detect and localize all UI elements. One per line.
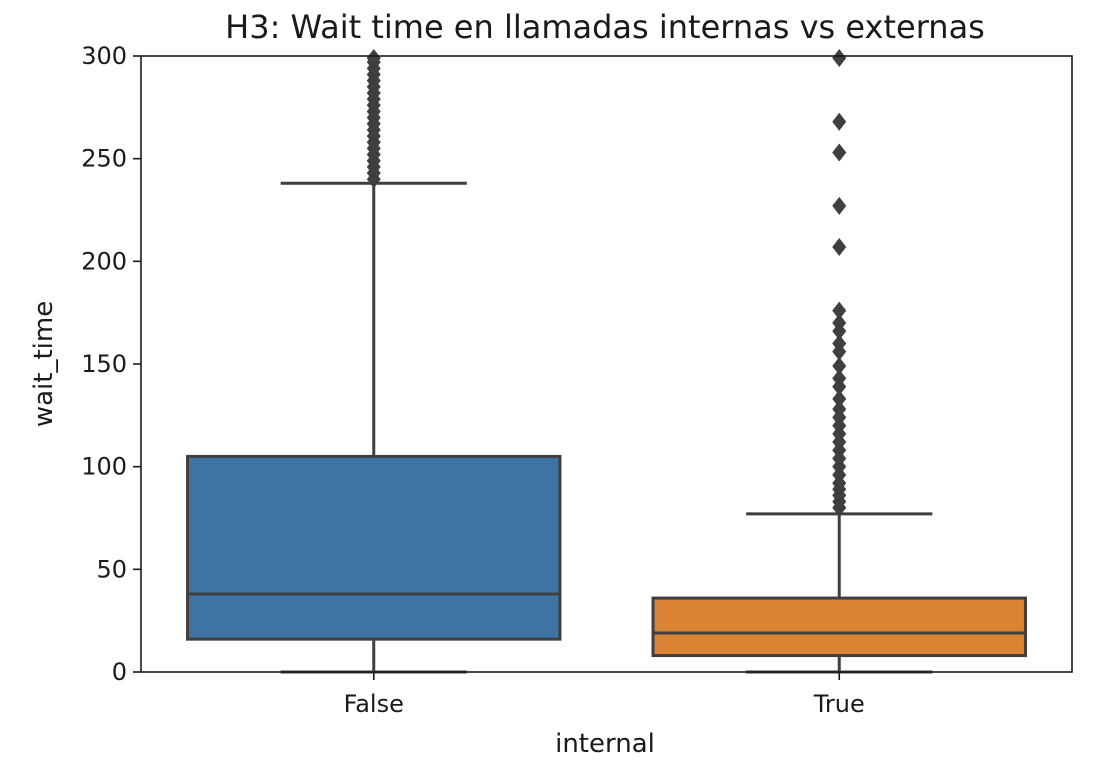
iqr-box [651, 596, 1027, 658]
outlier-point [832, 400, 847, 419]
chart-title: H3: Wait time en llamadas internas vs ex… [225, 8, 985, 46]
x-axis-label: internal [555, 729, 655, 759]
outlier-point [832, 301, 847, 320]
plot-area [186, 49, 1027, 674]
y-tick-label: 150 [81, 350, 127, 378]
outlier-point [832, 369, 847, 388]
outlier-point [832, 112, 847, 131]
outlier-point [832, 357, 847, 376]
x-axis: False True [344, 672, 865, 718]
outlier-point [832, 143, 847, 162]
y-axis: 0 50 100 150 200 250 300 [81, 42, 141, 686]
iqr-box [186, 454, 562, 641]
y-axis-label: wait_time [29, 301, 59, 427]
box-false [186, 49, 562, 674]
y-tick-label: 250 [81, 145, 127, 173]
y-tick-label: 0 [112, 658, 127, 686]
x-tick-label: True [813, 690, 865, 718]
outlier-point [832, 237, 847, 256]
y-tick-label: 50 [96, 555, 127, 583]
outlier-point [366, 49, 381, 68]
outlier-point [832, 334, 847, 353]
box-true [651, 49, 1027, 674]
outlier-point [832, 49, 847, 68]
outlier-point [832, 313, 847, 332]
y-tick-label: 100 [81, 453, 127, 481]
outlier-point [832, 389, 847, 408]
x-tick-label: False [344, 690, 404, 718]
y-tick-label: 300 [81, 42, 127, 70]
y-tick-label: 200 [81, 247, 127, 275]
outlier-point [832, 196, 847, 215]
